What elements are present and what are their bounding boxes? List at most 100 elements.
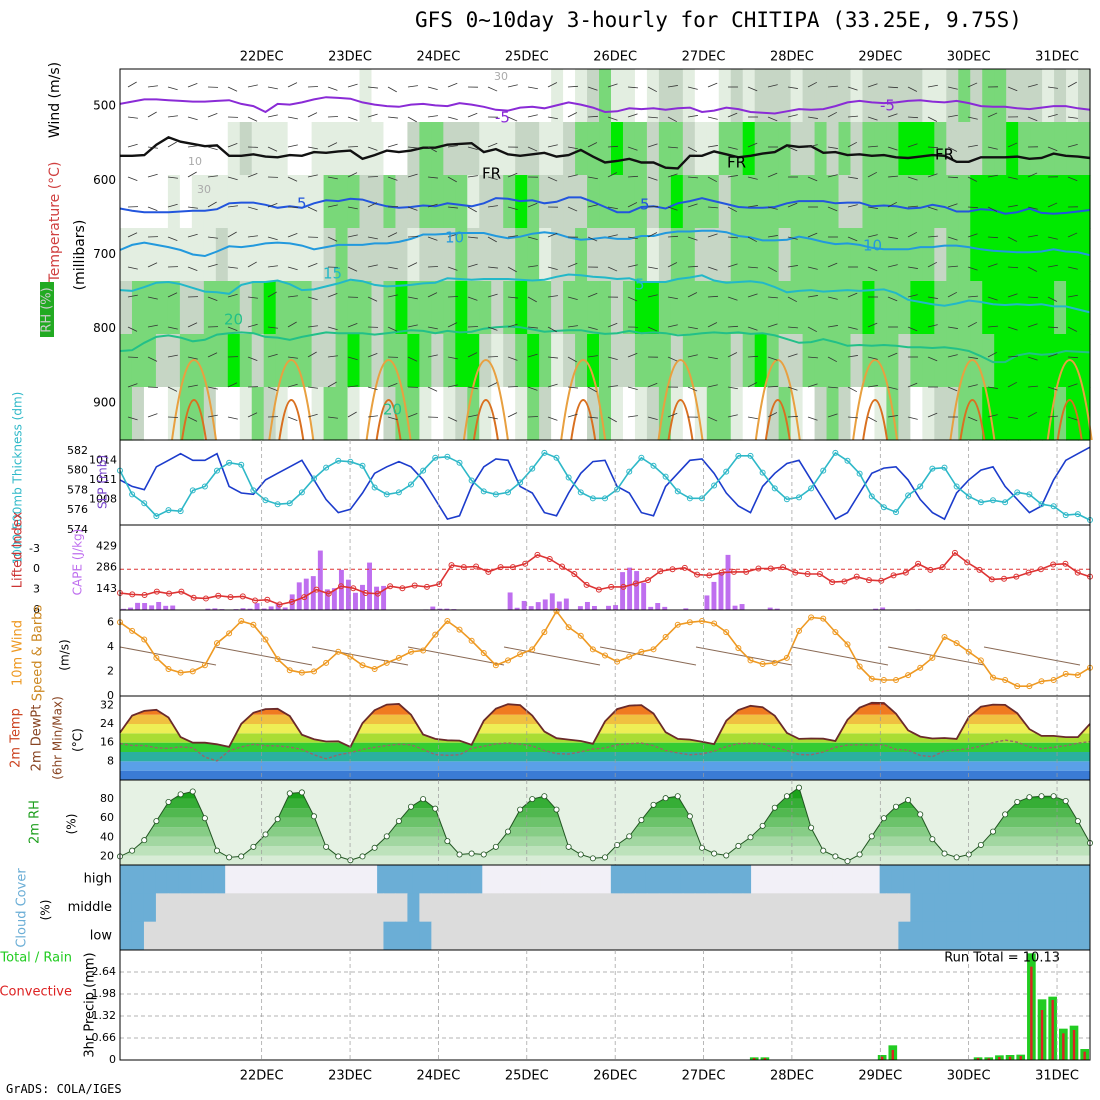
wind-barb [787,146,798,152]
rh-cell [563,69,576,123]
wind-barb [207,113,218,118]
wind-barb [407,85,418,88]
rh-cell [515,228,528,282]
lifted-index-line-point [792,569,799,576]
rh-cell [587,387,600,441]
rh-cell [551,334,564,388]
cloud-cell-high [984,865,998,894]
wind-speed-line-point [262,636,269,643]
rh-cell [191,175,205,229]
wind-barb [1047,236,1058,240]
wind-barb [187,384,198,388]
wind-barb [887,296,898,302]
cloud-cell-low [191,921,205,951]
thickness-line-point [1002,499,1009,506]
cape-bar [303,578,309,610]
wind-speed-line-point [747,657,754,664]
rh-cell [958,122,971,176]
rh-cell [491,175,504,229]
cloud-cell-low [383,921,396,951]
wind-barb [967,295,978,298]
thickness-line-point [735,452,742,459]
cloud-cell-low [886,921,899,951]
cape-bar [135,602,141,610]
rh-cell [503,334,516,388]
rh-cell [694,334,708,388]
rh-cell [347,281,361,335]
isotherm-25-cone [462,359,509,441]
cloud-cell-low [874,921,887,951]
wind-barb [767,116,778,122]
wind-speed-line-point [662,634,669,641]
rh-cell [120,387,133,441]
wind-barb-10m [119,646,153,654]
wind-barb [207,175,218,178]
wind-speed-line-point [444,618,451,625]
thickness-line-point [286,500,293,507]
rh-cell [203,122,217,176]
cape-bar [662,606,668,610]
rh-cell [371,175,385,229]
rh-cell [802,387,816,441]
rh-cell [179,175,193,229]
thickness-line-point [323,464,330,471]
wind-barb [767,356,778,361]
wind-barb [1007,293,1018,298]
wind-barb [607,356,618,360]
cloud-cell-low [718,921,732,951]
wind-barb [687,115,698,118]
wind-barb [127,266,138,270]
wind-barb [467,386,478,390]
wind-barb [507,323,518,328]
wind-barb [447,145,458,148]
rh2m-point [359,853,366,860]
wind-barb [167,416,179,418]
cloud-cell-low [263,921,277,951]
day-label-top: 27DEC [682,50,726,65]
thickness-line-point [759,469,766,476]
wind-barb [127,356,139,358]
wind-speed-line-point [1026,683,1033,690]
cloud-cell-high [587,865,600,894]
rh2m-point [602,854,609,861]
rh-cell [527,334,540,388]
wind-barb [347,116,358,121]
rh-cell [455,281,468,335]
li-tick-label: 0 [33,562,40,575]
rh-cell [431,334,444,388]
rh-cell [982,281,995,335]
lifted-index-line-point [608,583,615,590]
wind-barb [287,383,298,388]
cloud-cell-middle [455,893,468,923]
rh-cell [610,228,624,282]
rh2m-point [371,844,378,851]
day-label-bottom: 25DEC [505,1069,549,1084]
isotherm-label: FR [482,165,501,183]
wind-barb [687,86,698,90]
rh-cell [371,122,385,176]
wind-barb [327,416,338,419]
rh-cell [599,175,612,229]
rh-cell [395,69,409,123]
wind-barb [167,141,177,148]
cloud-cell-high [797,865,811,894]
wind-barb [347,323,358,328]
rh-cell [1042,281,1055,335]
wind-barb [467,236,478,239]
cloud-cell-middle [1018,893,1031,923]
cloud-cell-middle [323,893,337,923]
rh-cell [347,122,361,176]
rh-cell [1006,175,1019,229]
isotherm--5 [119,96,1091,115]
rh-cell [886,334,899,388]
thickness-line-point [711,482,718,489]
lifted-index-line-point [129,591,136,598]
isotherm-label: -5 [495,109,510,127]
wind-barb [507,412,518,418]
cape-bar [170,605,176,610]
rh-cell [1042,387,1055,441]
wind-barb [487,416,498,420]
wind-barb [887,386,898,390]
cloud-cell-high [680,865,694,894]
rh-cell [790,228,804,282]
